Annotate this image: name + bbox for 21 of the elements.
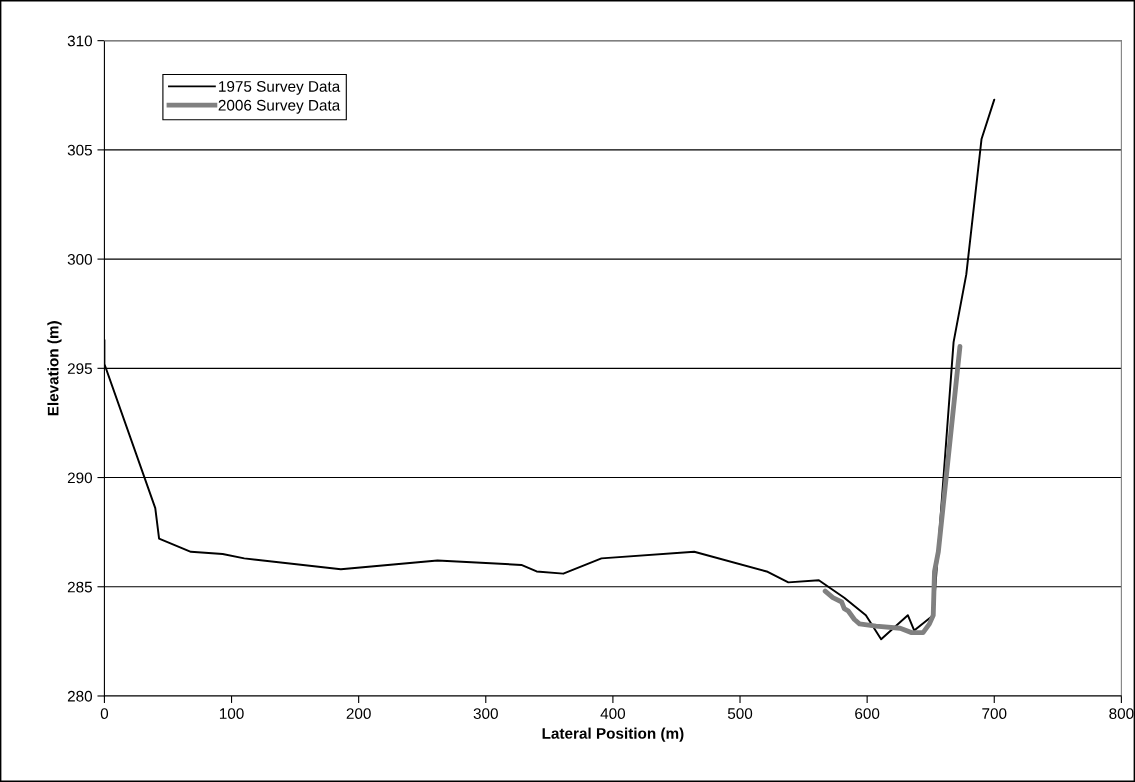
y-tick-label: 310 <box>67 35 93 47</box>
x-tick-label: 0 <box>100 708 109 720</box>
legend-label: 1975 Survey Data <box>219 81 341 95</box>
x-tick-label: 800 <box>1109 708 1134 720</box>
y-tick-label: 290 <box>67 472 93 484</box>
x-tick-label: 600 <box>855 708 880 720</box>
x-tick-label: 400 <box>600 708 626 720</box>
x-axis-title: Lateral Position (m) <box>542 727 684 742</box>
x-tick-label: 200 <box>346 708 371 720</box>
legend-label: 2006 Survey Data <box>218 99 341 114</box>
y-tick-label: 305 <box>67 144 92 156</box>
x-tick-label: 700 <box>982 708 1007 720</box>
x-tick-label: 300 <box>473 708 498 720</box>
x-tick-label: 500 <box>727 708 753 720</box>
x-tick-label: 100 <box>219 708 244 720</box>
y-axis-title: Elevation (m) <box>47 321 62 416</box>
y-tick-label: 300 <box>67 253 93 265</box>
line-series <box>822 344 963 636</box>
y-tick-label: 285 <box>67 581 92 593</box>
y-tick-label: 295 <box>67 363 92 375</box>
y-tick-label: 280 <box>67 690 93 702</box>
